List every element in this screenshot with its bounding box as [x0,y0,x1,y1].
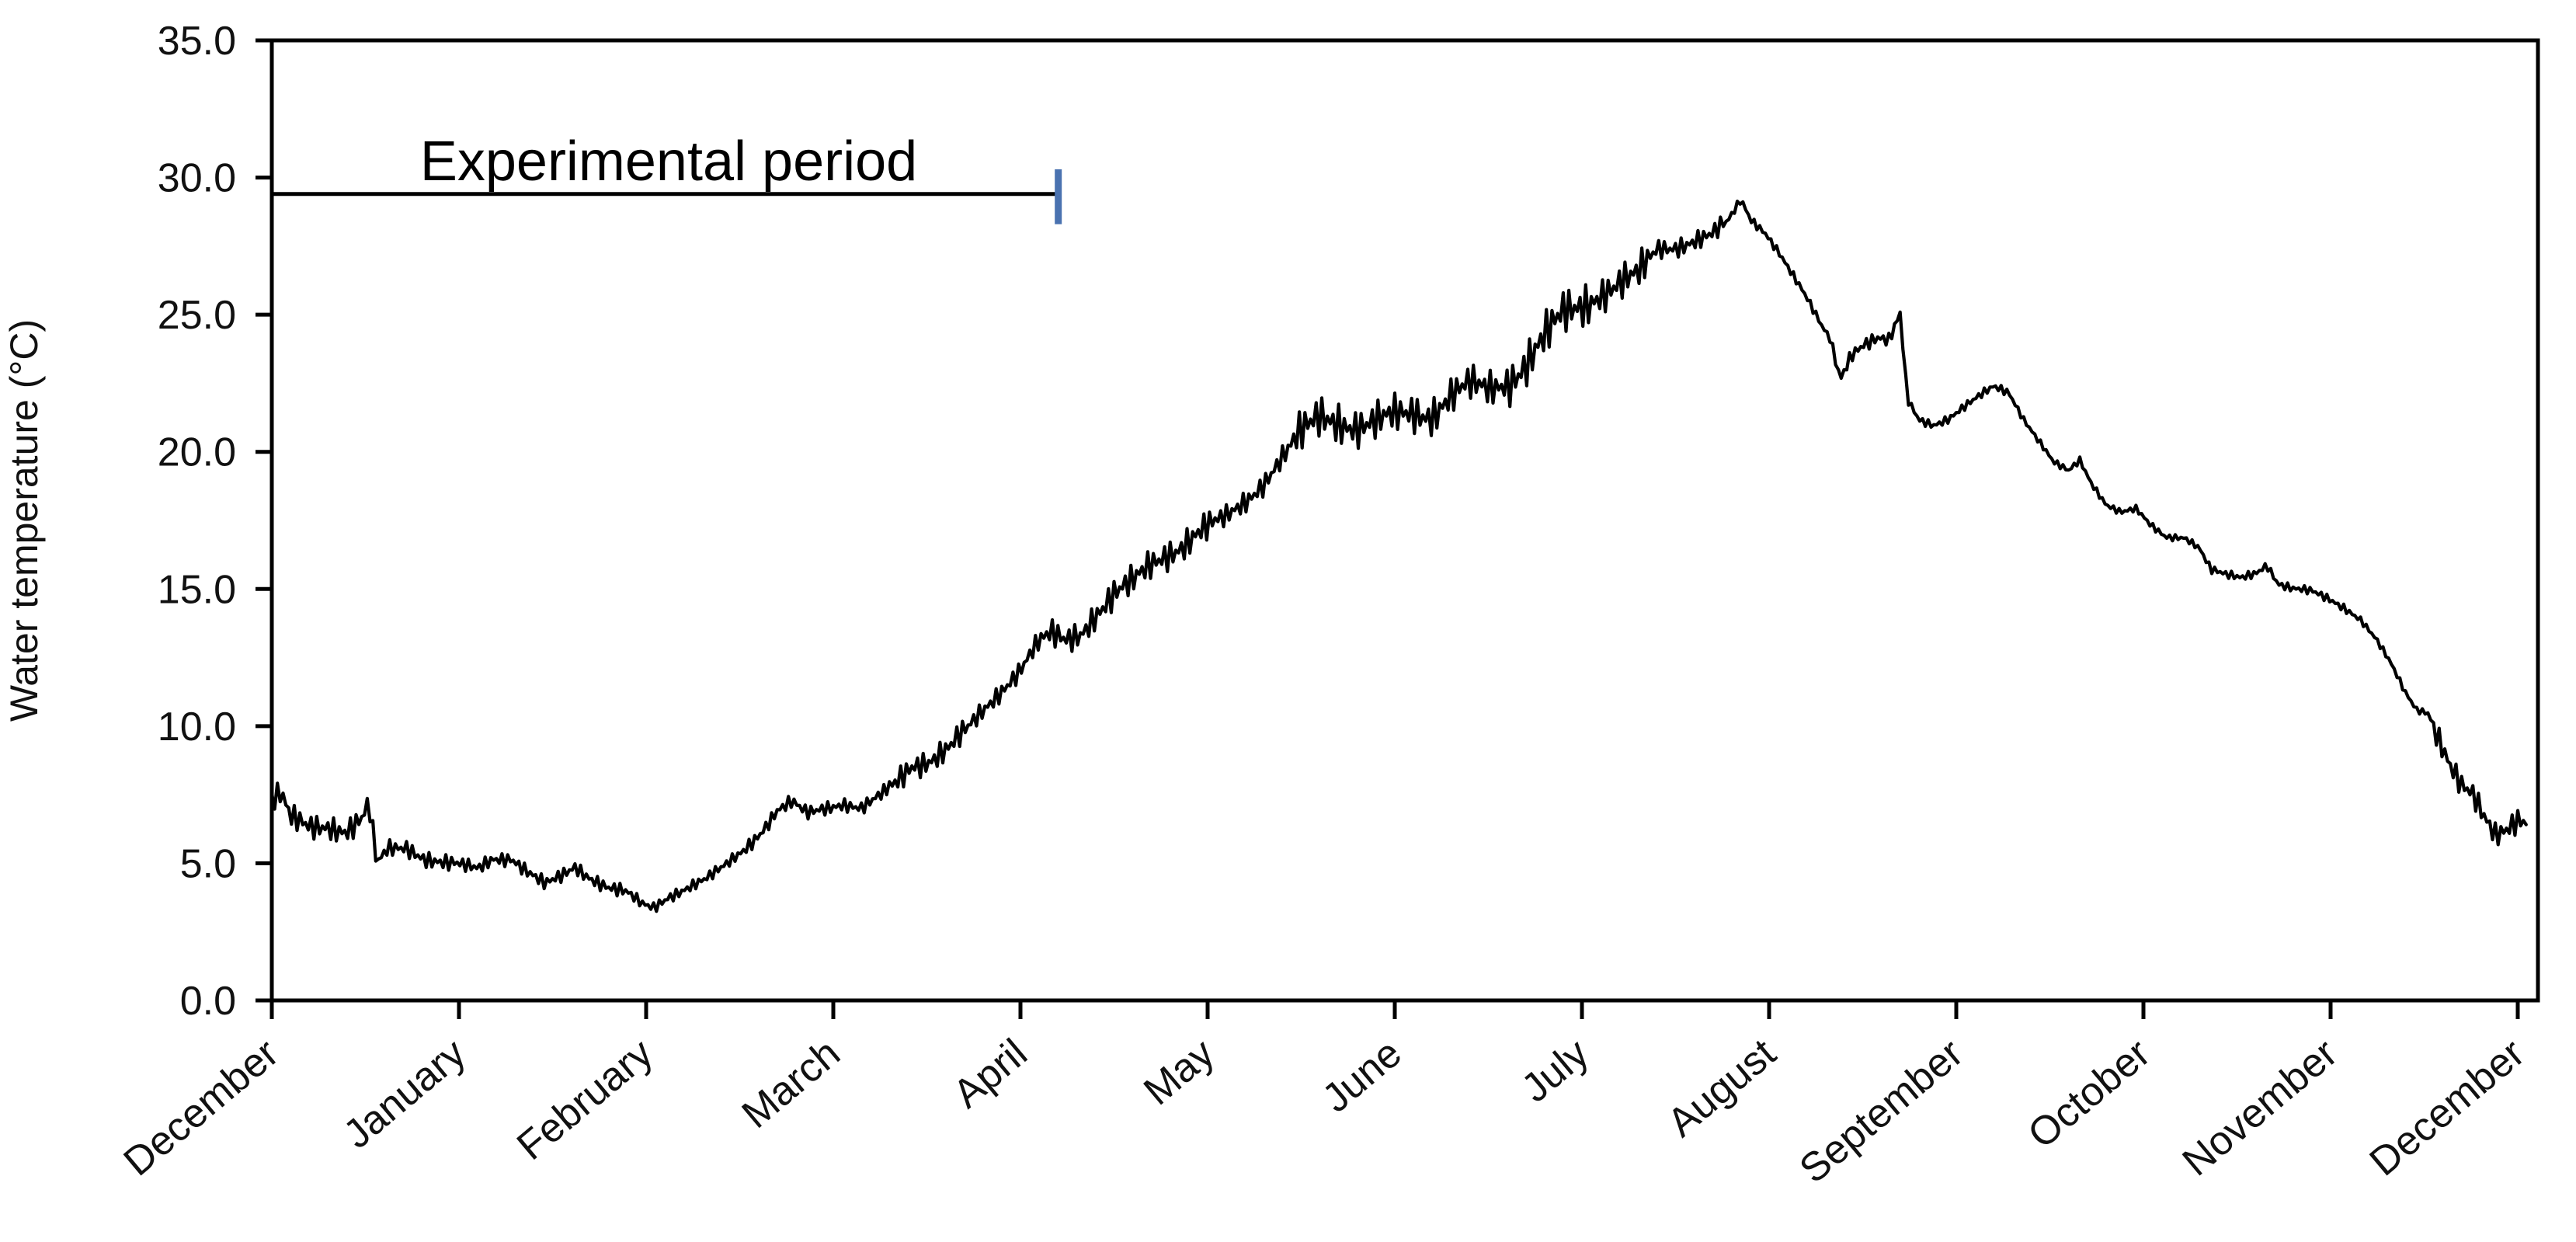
y-tick-label: 25.0 [158,293,236,338]
month-label-august-8: August [1659,1030,1785,1146]
month-label-december-0: December [116,1031,287,1185]
x-axis-ticks [269,1000,2520,1019]
y-tick-label: 0.0 [180,979,236,1024]
month-label-april-4: April [945,1031,1036,1117]
month-label-november-11: November [2174,1031,2346,1185]
month-label-december-12: December [2362,1031,2533,1185]
month-label-march-3: March [734,1031,849,1137]
y-axis-title: Water temperature (°C) [2,319,46,722]
x-axis-month-labels: December January February March April May June… [116,1030,2533,1192]
month-label-may-5: May [1135,1031,1223,1115]
y-tick-label: 20.0 [158,430,236,475]
experimental-period-label: Experimental period [420,130,917,193]
experimental-period-end-marker [1055,169,1062,224]
month-label-october-10: October [2020,1031,2159,1157]
y-tick-label: 10.0 [158,704,236,750]
month-label-september-9: September [1792,1031,1972,1192]
month-label-july-7: July [1514,1031,1597,1112]
y-tick-label: 35.0 [158,19,236,64]
month-label-june-6: June [1314,1031,1410,1122]
y-tick-label: 15.0 [158,567,236,612]
month-label-february-2: February [509,1031,662,1169]
y-axis-ticks: 0.0 5.0 10.0 15.0 20.0 25.0 30.0 35.0 [158,19,272,1024]
month-label-january-1: January [335,1031,475,1157]
experimental-period-annotation: Experimental period [272,130,1062,224]
y-tick-label: 5.0 [180,841,236,886]
y-tick-label: 30.0 [158,156,236,201]
temperature-line-series [269,200,2528,913]
plot-frame [269,38,2540,1003]
